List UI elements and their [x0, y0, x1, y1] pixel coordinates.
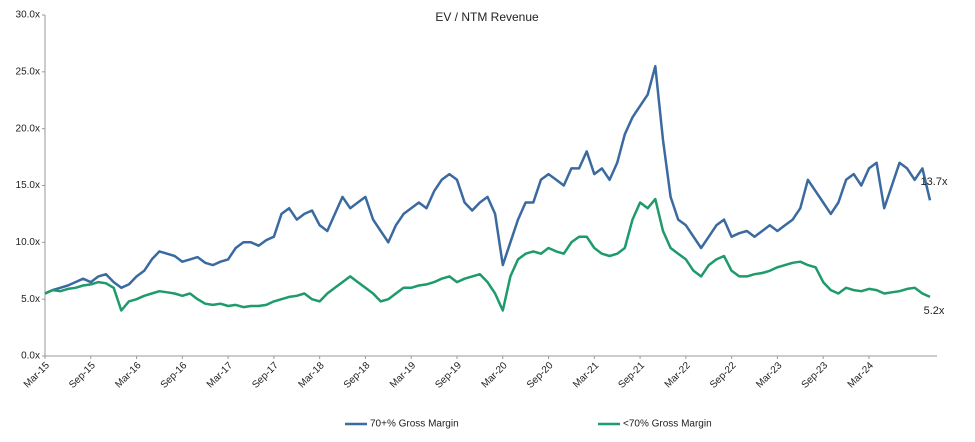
legend-label: <70% Gross Margin — [623, 419, 712, 430]
y-tick-label: 5.0x — [21, 294, 40, 305]
legend-label: 70+% Gross Margin — [370, 419, 459, 430]
x-tick-label: Mar-23 — [754, 360, 784, 390]
y-tick-label: 0.0x — [21, 351, 40, 362]
x-tick-label: Sep-22 — [708, 360, 739, 391]
x-tick-label: Mar-17 — [205, 360, 235, 390]
data-label: 13.7x — [921, 176, 948, 188]
x-tick-label: Mar-21 — [571, 360, 601, 390]
x-tick-label: Mar-18 — [296, 360, 326, 390]
y-tick-label: 15.0x — [16, 180, 40, 191]
series-line — [44, 64, 932, 295]
x-tick-label: Sep-16 — [159, 360, 190, 391]
x-tick-label: Mar-22 — [663, 360, 693, 390]
y-tick-label: 10.0x — [16, 237, 40, 248]
x-tick-label: Mar-16 — [113, 360, 143, 390]
x-tick-label: Sep-15 — [67, 360, 98, 391]
data-label: 5.2x — [924, 305, 945, 317]
x-tick-label: Sep-21 — [616, 360, 647, 391]
x-tick-label: Mar-15 — [22, 360, 52, 390]
x-tick-label: Sep-18 — [342, 360, 373, 391]
x-tick-label: Mar-19 — [388, 360, 418, 390]
series-line — [44, 197, 931, 312]
y-tick-label: 20.0x — [16, 123, 40, 134]
x-tick-label: Mar-24 — [846, 360, 876, 390]
y-tick-label: 25.0x — [16, 66, 40, 77]
x-tick-label: Sep-19 — [433, 360, 464, 391]
y-tick-label: 30.0x — [16, 10, 40, 21]
chart-title: EV / NTM Revenue — [435, 10, 539, 24]
x-tick-label: Sep-17 — [250, 360, 281, 391]
x-tick-label: Sep-23 — [800, 360, 831, 391]
x-tick-label: Sep-20 — [525, 360, 556, 391]
x-tick-label: Mar-20 — [480, 360, 510, 390]
